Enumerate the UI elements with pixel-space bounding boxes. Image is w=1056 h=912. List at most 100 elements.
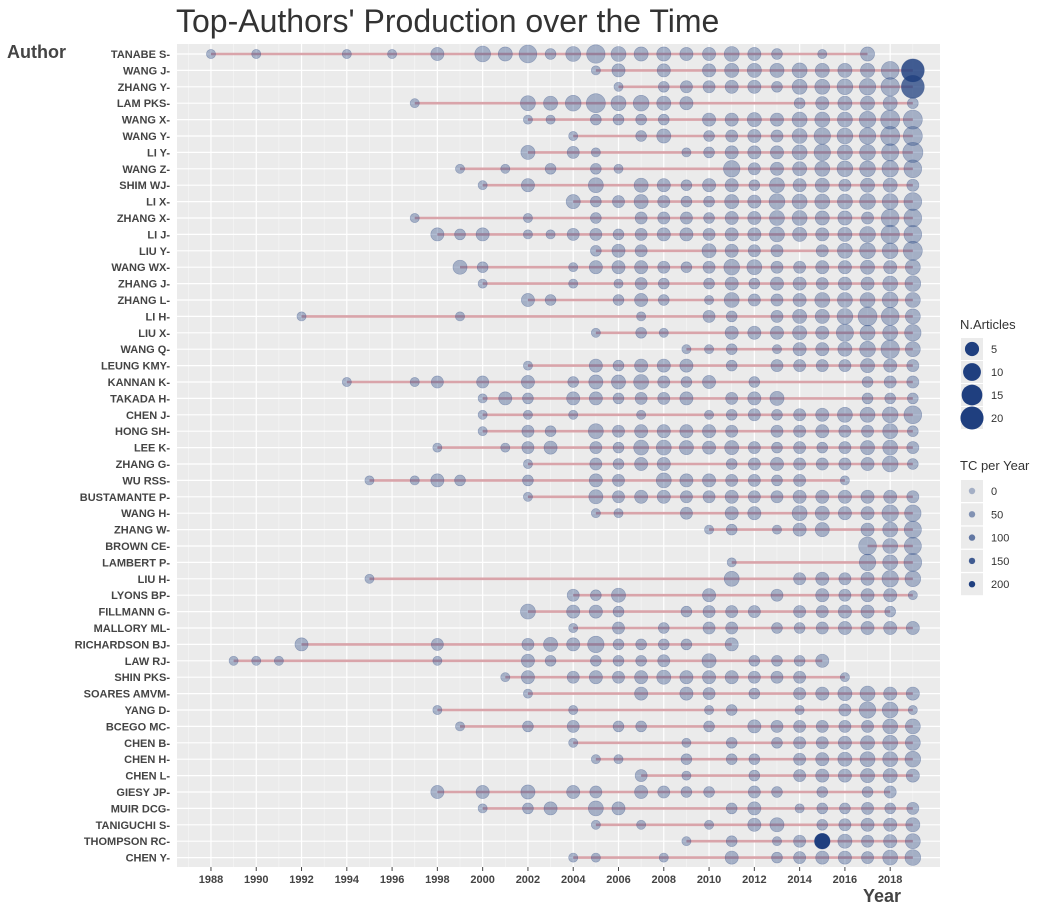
data-point: [612, 424, 625, 438]
data-point: [793, 441, 806, 454]
data-point: [704, 409, 714, 420]
data-point: [680, 80, 693, 94]
data-point: [568, 409, 579, 420]
data-point: [523, 360, 533, 371]
data-point: [792, 522, 807, 537]
data-point: [771, 655, 783, 667]
data-point: [568, 623, 579, 633]
data-point: [837, 751, 853, 767]
data-point: [634, 392, 648, 405]
legend-alpha-label: 0: [991, 486, 997, 498]
data-point: [907, 97, 919, 109]
data-point: [590, 195, 602, 208]
data-point: [793, 408, 806, 422]
data-point: [568, 737, 579, 748]
data-point: [858, 536, 877, 556]
data-point: [814, 79, 831, 95]
data-point: [747, 162, 761, 176]
author-label: ZHANG Y-: [118, 82, 171, 94]
data-point: [681, 737, 692, 748]
data-point: [656, 358, 671, 373]
data-point: [724, 489, 739, 504]
data-point: [477, 803, 488, 814]
data-point: [523, 114, 533, 125]
data-point: [882, 95, 898, 111]
data-point: [634, 293, 649, 307]
data-point: [634, 211, 648, 225]
data-point: [860, 177, 875, 193]
data-point: [906, 441, 920, 454]
data-point: [228, 655, 239, 666]
data-point: [859, 292, 876, 308]
data-point: [725, 605, 739, 618]
data-point: [838, 703, 852, 717]
data-point: [477, 278, 488, 289]
data-point: [477, 393, 488, 404]
data-point: [837, 210, 853, 226]
author-label: TANABE S-: [111, 49, 170, 61]
data-point: [815, 850, 830, 865]
data-point: [679, 391, 694, 406]
author-label: TAKADA H-: [110, 393, 170, 405]
legend-alpha-swatch: [968, 511, 976, 518]
data-point: [815, 653, 830, 668]
legend-size-label: 5: [991, 344, 997, 356]
data-point: [859, 685, 876, 702]
data-point: [632, 95, 650, 112]
data-point: [770, 670, 784, 684]
data-point: [612, 670, 625, 684]
data-point: [452, 259, 468, 275]
data-point: [679, 670, 694, 685]
data-point: [636, 819, 647, 830]
data-point: [680, 261, 693, 273]
data-point: [657, 392, 671, 405]
data-point: [770, 276, 784, 291]
year-label: 2000: [470, 874, 494, 886]
data-point: [793, 605, 806, 618]
data-point: [613, 754, 624, 765]
data-point: [543, 440, 558, 455]
data-point: [904, 324, 922, 342]
data-point: [860, 522, 875, 537]
data-point: [881, 242, 899, 259]
author-labels: TANABE S- WANG J- ZHANG Y- LAM PKS- WANG X- W…: [75, 49, 171, 865]
data-point: [905, 259, 921, 275]
data-point: [341, 377, 352, 387]
data-point: [880, 109, 901, 130]
legend-key-bg: [961, 480, 983, 502]
data-point: [883, 260, 898, 275]
data-point: [747, 490, 761, 504]
data-point: [611, 243, 626, 258]
legend-n-articles: N.Articles 5 10 15 20: [960, 317, 1016, 430]
data-point: [566, 604, 581, 619]
data-point: [588, 473, 603, 488]
data-point: [815, 752, 830, 767]
data-point: [905, 341, 921, 357]
author-label: THOMPSON RC-: [84, 836, 171, 848]
data-point: [880, 77, 900, 97]
data-point: [747, 670, 761, 684]
data-point: [858, 78, 877, 96]
data-point: [770, 720, 784, 733]
data-point: [703, 212, 715, 224]
data-point: [431, 375, 444, 389]
data-point: [791, 79, 808, 95]
data-point: [792, 178, 807, 193]
author-label: WU RSS-: [122, 475, 170, 487]
data-point: [748, 376, 761, 388]
data-point: [566, 391, 581, 406]
data-point: [635, 113, 647, 126]
data-point: [655, 439, 672, 456]
legend-size-swatch: [961, 384, 983, 406]
legend-alpha-swatch: [968, 487, 976, 495]
data-point: [769, 226, 785, 243]
data-point: [588, 800, 604, 817]
data-point: [857, 306, 878, 327]
data-point: [656, 227, 671, 242]
data-point: [568, 131, 579, 141]
data-point: [680, 506, 693, 520]
data-point: [861, 786, 874, 798]
data-point: [611, 587, 626, 603]
data-point: [816, 786, 828, 798]
year-label: 1988: [199, 874, 223, 886]
